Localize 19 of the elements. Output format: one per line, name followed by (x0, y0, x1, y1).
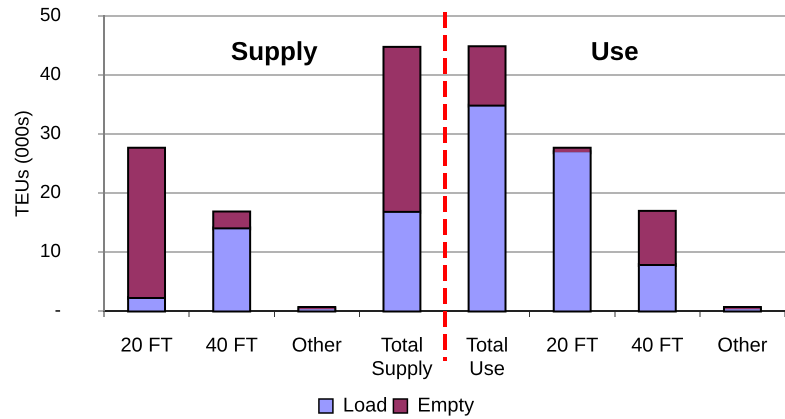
y-tick-label: 50 (40, 5, 61, 26)
x-tick-label: 40 FT (206, 334, 258, 356)
x-tick-label: 20 FT (120, 334, 173, 356)
y-tick-label: 30 (40, 123, 61, 144)
y-tick-label: - (54, 300, 61, 322)
annotation: Supply (230, 36, 318, 66)
x-tick-label: Total Use (466, 334, 508, 380)
legend-label: Load (342, 394, 388, 417)
x-tick-label: Other (717, 334, 768, 356)
y-tick-label: 20 (40, 182, 61, 204)
x-tick-label: Total Supply (371, 334, 433, 380)
y-tick-label: 10 (40, 241, 61, 262)
y-axis-title: TEUs (000s) (12, 110, 34, 217)
annotation: Use (590, 36, 639, 66)
y-tick-label: 40 (40, 64, 61, 86)
x-tick-label: Other (292, 334, 342, 356)
x-tick-label: 20 FT (546, 334, 598, 356)
legend-label: Empty (417, 394, 474, 417)
x-tick-label: 40 FT (631, 334, 684, 356)
